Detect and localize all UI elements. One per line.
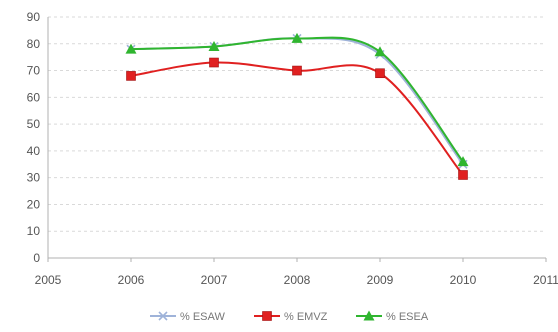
data-point xyxy=(374,46,386,57)
data-point xyxy=(458,170,468,180)
legend-marker xyxy=(363,310,375,321)
series-lines xyxy=(125,32,469,180)
series-line xyxy=(130,36,464,163)
data-point xyxy=(292,65,302,76)
x-tick-label: 2008 xyxy=(284,273,311,287)
series-line xyxy=(130,61,464,176)
data-point xyxy=(457,156,469,167)
data-point xyxy=(208,40,220,51)
y-tick-label: 60 xyxy=(27,90,41,104)
legend-marker xyxy=(262,311,272,321)
legend: % ESAW % EMVZ % ESEA xyxy=(150,310,429,323)
series-1 xyxy=(126,33,468,169)
x-tick-label: 2006 xyxy=(118,273,145,287)
marker-stroke xyxy=(158,311,168,321)
y-tick-label: 30 xyxy=(27,171,41,185)
legend-marker xyxy=(158,311,168,321)
tick-labels: 0 10 20 30 40 50 60 70 80 90 2005 2006 2007 2008 2009 2… xyxy=(27,10,558,287)
x-tick-label: 2005 xyxy=(35,273,62,287)
y-tick-label: 40 xyxy=(27,144,41,158)
data-point xyxy=(125,43,137,54)
legend-item: % ESEA xyxy=(356,310,429,323)
x-tick-label: 2009 xyxy=(367,273,394,287)
series-line xyxy=(130,37,464,165)
legend-item: % ESAW xyxy=(150,311,225,323)
y-tick-label: 70 xyxy=(27,64,41,78)
data-point xyxy=(209,57,219,68)
series-3 xyxy=(125,32,469,167)
data-point xyxy=(126,71,136,81)
legend-item: % EMVZ xyxy=(254,311,328,323)
data-point xyxy=(291,32,303,43)
x-tick-label: 2010 xyxy=(450,273,477,287)
data-point xyxy=(375,68,385,79)
x-tick-label: 2007 xyxy=(201,273,228,287)
y-tick-label: 80 xyxy=(27,37,41,51)
y-tick-label: 50 xyxy=(27,117,41,131)
series-2 xyxy=(126,57,468,180)
legend-label: % EMVZ xyxy=(284,311,328,323)
legend-label: % ESAW xyxy=(180,311,225,323)
y-tick-label: 20 xyxy=(27,197,41,211)
y-tick-label: 0 xyxy=(33,251,40,265)
legend-label: % ESEA xyxy=(386,311,429,323)
x-tick-label: 2011 xyxy=(533,273,558,287)
y-tick-label: 10 xyxy=(27,224,41,238)
y-tick-label: 90 xyxy=(27,10,41,24)
axes xyxy=(47,17,547,262)
grid-lines xyxy=(48,16,546,232)
